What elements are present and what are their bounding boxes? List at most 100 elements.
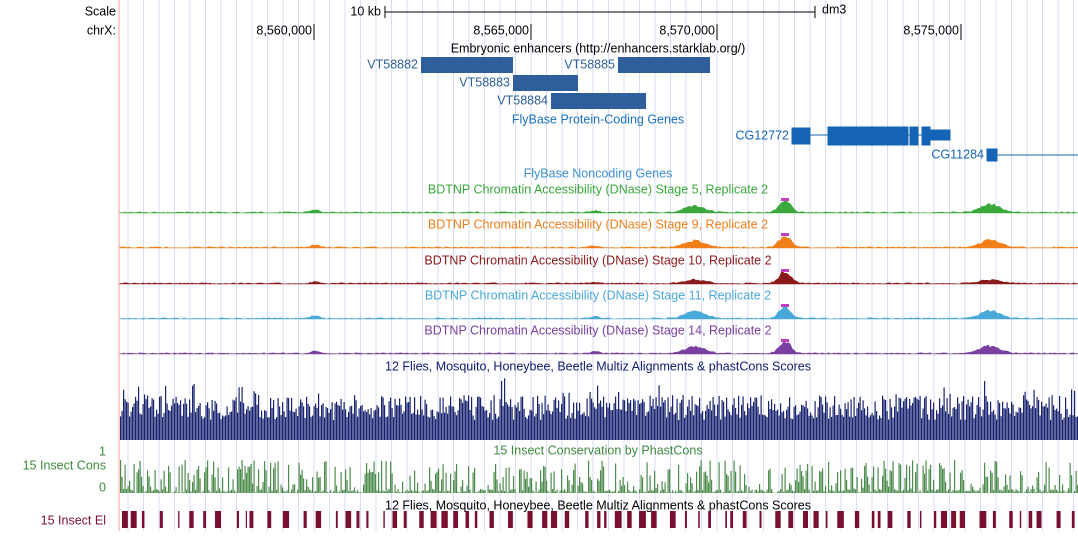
bar [443, 464, 444, 493]
bar [609, 403, 610, 440]
block [685, 511, 687, 528]
bar [383, 491, 384, 493]
bar [297, 416, 298, 440]
enhancer-label[interactable]: VT58882 [367, 57, 418, 71]
bar [120, 416, 121, 440]
bar [275, 463, 276, 493]
bar [1020, 471, 1021, 493]
bar [708, 409, 709, 440]
bar [720, 420, 721, 440]
bar [290, 492, 291, 493]
bar [899, 398, 900, 440]
gene-label[interactable]: CG11284 [931, 147, 984, 161]
bar [246, 409, 247, 440]
bar [938, 414, 939, 440]
bar [837, 472, 838, 493]
bar [914, 397, 915, 440]
bar [1047, 492, 1048, 493]
bar [405, 491, 406, 493]
bar [174, 403, 175, 440]
bar [759, 484, 760, 493]
bar [1010, 475, 1011, 493]
bar [852, 417, 853, 440]
bar [923, 409, 924, 440]
bar [773, 410, 774, 440]
bar [650, 476, 651, 493]
bar [648, 411, 649, 440]
bar [639, 489, 640, 493]
bar [990, 471, 991, 493]
bar [977, 405, 978, 440]
bar [827, 402, 828, 440]
bar [146, 399, 147, 440]
bar [311, 417, 312, 440]
bar [963, 396, 964, 440]
bar [465, 491, 466, 493]
block [441, 511, 447, 528]
bar [333, 491, 334, 493]
bar [608, 490, 609, 493]
bar [741, 405, 742, 440]
bar [207, 402, 208, 440]
bar [758, 491, 759, 493]
bar [903, 490, 904, 493]
bar [1019, 491, 1020, 493]
gene-label[interactable]: CG12772 [735, 128, 789, 142]
bar [425, 484, 426, 493]
bar [716, 490, 717, 493]
peak-cap [781, 339, 789, 342]
bar [542, 403, 543, 440]
bar [143, 486, 144, 493]
bar [141, 415, 142, 440]
bar [974, 418, 975, 440]
bar [477, 397, 478, 440]
bar [780, 403, 781, 440]
enhancer-label[interactable]: VT58884 [497, 93, 548, 107]
bar [230, 412, 231, 440]
bar [1056, 490, 1057, 493]
bar [546, 481, 547, 493]
bar [846, 409, 847, 440]
bar [212, 475, 213, 493]
bar [135, 397, 136, 440]
bar [993, 410, 994, 440]
bar [519, 469, 520, 493]
bar [533, 491, 534, 493]
bar [321, 405, 322, 440]
bar [323, 403, 324, 440]
bar [1062, 484, 1063, 493]
enhancer-label[interactable]: VT58885 [564, 57, 615, 71]
bar [324, 462, 325, 493]
bar [642, 477, 643, 493]
bar [156, 489, 157, 493]
position-label: 8,570,000 [659, 23, 715, 37]
bar [737, 491, 738, 493]
bar [252, 407, 253, 440]
bar [783, 411, 784, 440]
bar [749, 487, 750, 493]
bar [429, 418, 430, 440]
bar [335, 403, 336, 440]
bar [245, 414, 246, 440]
bar [870, 415, 871, 440]
bar [744, 474, 745, 493]
position-label: 8,560,000 [256, 23, 312, 37]
bar [875, 401, 876, 440]
block [920, 511, 922, 528]
bar [993, 490, 994, 493]
bar [789, 483, 790, 493]
bar [846, 480, 847, 493]
bar [797, 415, 798, 440]
bar [528, 487, 529, 493]
bar [677, 399, 678, 440]
bar [471, 397, 472, 440]
bar [134, 464, 135, 493]
bar [800, 412, 801, 440]
bar [560, 412, 561, 440]
bar [180, 400, 181, 440]
bar [617, 409, 618, 440]
enhancer-label[interactable]: VT58883 [459, 75, 510, 89]
bar [746, 415, 747, 440]
bar [359, 408, 360, 440]
bar [197, 408, 198, 440]
